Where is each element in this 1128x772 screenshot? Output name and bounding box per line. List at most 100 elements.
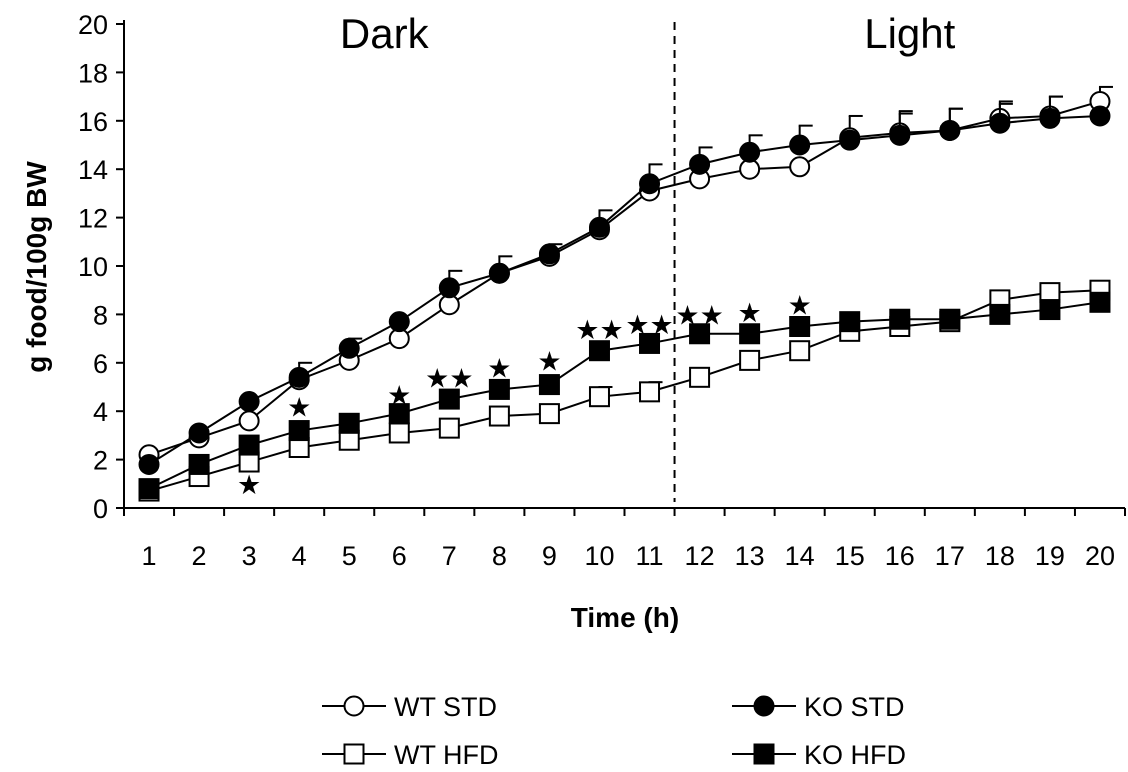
point-wt-hfd (538, 403, 560, 425)
x-tick-label: 2 (192, 541, 207, 571)
legend-marker-ko-std (753, 695, 775, 717)
point-ko-std (789, 134, 811, 156)
x-tick-label: 5 (342, 541, 357, 571)
point-ko-std (939, 119, 961, 141)
x-tick-label: 20 (1085, 541, 1115, 571)
legend-marker-wt-hfd (343, 743, 365, 765)
x-tick-label: 7 (442, 541, 457, 571)
point-ko-hfd (538, 374, 560, 396)
significance-star: ★ (237, 470, 261, 501)
x-tick-label: 13 (735, 541, 765, 571)
x-tick-label: 10 (584, 541, 614, 571)
x-axis-title: Time (h) (571, 602, 679, 633)
point-ko-hfd (689, 323, 711, 345)
point-ko-hfd (288, 420, 310, 442)
point-ko-hfd (388, 403, 410, 425)
significance-star: ★ (387, 380, 411, 411)
point-ko-hfd (438, 388, 460, 410)
significance-star: ★ (287, 392, 311, 423)
point-ko-std (288, 366, 310, 388)
significance-star: ★★ (575, 315, 623, 346)
point-ko-hfd (989, 303, 1011, 325)
point-wt-hfd (689, 366, 711, 388)
point-wt-hfd (739, 349, 761, 371)
x-tick-label: 17 (935, 541, 965, 571)
point-wt-std (789, 156, 811, 178)
point-wt-hfd (588, 386, 610, 408)
y-axis-title: g food/100g BW (21, 161, 52, 373)
y-tick-label: 10 (78, 252, 108, 282)
point-ko-std (488, 262, 510, 284)
x-tick-label: 1 (142, 541, 157, 571)
x-tick-label: 12 (685, 541, 715, 571)
point-wt-hfd (388, 422, 410, 444)
x-tick-label: 3 (242, 541, 257, 571)
point-ko-std (188, 422, 210, 444)
point-ko-hfd (889, 308, 911, 330)
point-ko-std (238, 391, 260, 413)
point-ko-std (739, 141, 761, 163)
point-ko-hfd (138, 478, 160, 500)
point-ko-hfd (639, 332, 661, 354)
legend-marker-wt-std (343, 695, 365, 717)
point-ko-std (388, 311, 410, 333)
point-ko-std (538, 243, 560, 265)
point-ko-std (889, 124, 911, 146)
legend-label: WT STD (394, 692, 497, 722)
significance-star: ★★ (425, 363, 473, 394)
point-ko-hfd (739, 323, 761, 345)
point-ko-std (338, 337, 360, 359)
point-ko-std (138, 453, 160, 475)
y-tick-label: 20 (78, 10, 108, 40)
point-ko-hfd (1089, 291, 1111, 313)
y-tick-label: 14 (78, 155, 108, 185)
point-ko-std (1089, 105, 1111, 127)
legend-item-ko-std: KO STD (732, 692, 905, 722)
legend-item-ko-hfd: KO HFD (732, 740, 906, 770)
series-wt-std (138, 85, 1113, 466)
x-tick-label: 6 (392, 541, 407, 571)
point-ko-hfd (338, 412, 360, 434)
point-ko-hfd (939, 308, 961, 330)
x-tick-label: 14 (785, 541, 815, 571)
point-ko-std (839, 129, 861, 151)
x-tick-label: 16 (885, 541, 915, 571)
y-tick-label: 4 (93, 397, 108, 427)
region-label-dark: Dark (340, 10, 430, 57)
point-ko-std (639, 173, 661, 195)
legend-marker-ko-hfd (753, 743, 775, 765)
y-tick-label: 16 (78, 107, 108, 137)
x-tick-label: 18 (985, 541, 1015, 571)
point-ko-std (438, 277, 460, 299)
point-ko-hfd (488, 378, 510, 400)
x-tick-label: 4 (292, 541, 307, 571)
point-ko-hfd (238, 434, 260, 456)
legend-label: WT HFD (394, 740, 498, 770)
point-ko-std (989, 112, 1011, 134)
legend-label: KO STD (804, 692, 905, 722)
point-wt-hfd (438, 417, 460, 439)
point-ko-hfd (839, 311, 861, 333)
point-ko-hfd (188, 453, 210, 475)
y-tick-label: 0 (93, 494, 108, 524)
x-tick-label: 8 (492, 541, 507, 571)
significance-star: ★★ (675, 300, 723, 331)
legend-item-wt-hfd: WT HFD (322, 740, 498, 770)
legend-label: KO HFD (804, 740, 906, 770)
y-tick-label: 2 (93, 446, 108, 476)
point-wt-hfd (488, 405, 510, 427)
y-tick-label: 8 (93, 300, 108, 330)
x-tick-label: 19 (1035, 541, 1065, 571)
point-ko-hfd (588, 340, 610, 362)
significance-star: ★ (788, 291, 812, 322)
significance-star: ★ (738, 298, 762, 329)
significance-star: ★ (537, 346, 561, 377)
significance-star: ★ (487, 354, 511, 385)
legend-item-wt-std: WT STD (322, 692, 497, 722)
point-ko-std (689, 153, 711, 175)
point-ko-hfd (1039, 299, 1061, 321)
point-ko-std (588, 216, 610, 238)
point-wt-hfd (789, 340, 811, 362)
x-tick-label: 9 (542, 541, 557, 571)
significance-star: ★★ (625, 310, 673, 341)
